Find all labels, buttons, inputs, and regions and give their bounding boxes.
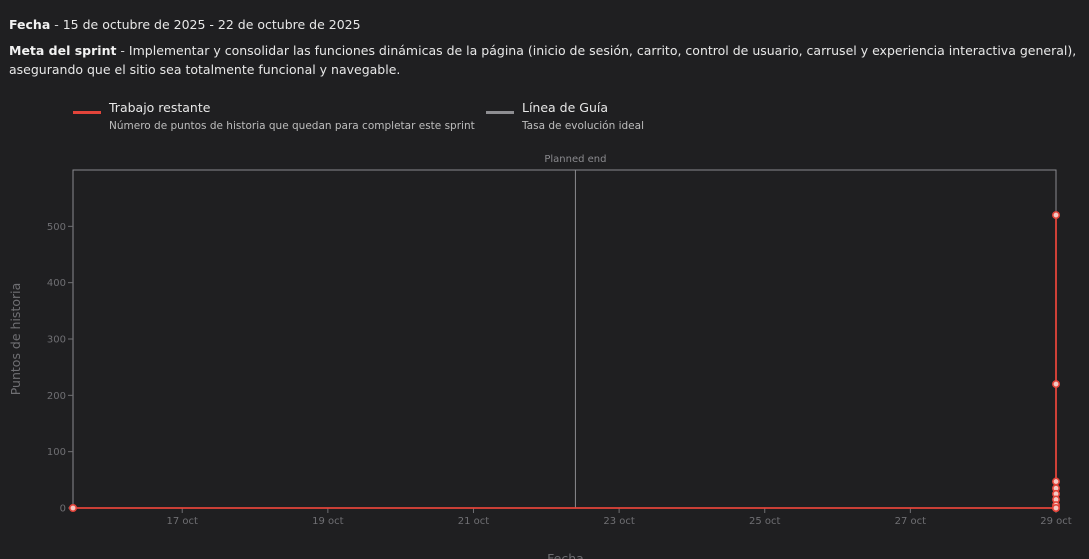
series-point-remaining-work (1052, 477, 1061, 486)
legend-title-guideline: Línea de Guía (522, 100, 609, 115)
x-tick-label: 29 oct (1040, 516, 1072, 527)
series-point-remaining-work (1052, 211, 1061, 220)
y-tick-label: 100 (47, 447, 66, 458)
y-tick-label: 200 (47, 391, 66, 402)
y-tick-label: 500 (47, 222, 66, 233)
x-tick-label: 25 oct (749, 516, 781, 527)
goal-value: Implementar y consolidar las funciones d… (9, 43, 1077, 77)
x-tick-label: 23 oct (603, 516, 635, 527)
x-axis-title: Fecha (547, 551, 584, 559)
series-point-remaining-work (69, 503, 78, 512)
plot-area-frame (72, 169, 1057, 509)
legend-title-remaining-work: Trabajo restante (109, 100, 211, 115)
x-tick-label: 19 oct (312, 516, 344, 527)
goal-separator: - (116, 43, 129, 58)
sprint-date-line: Fecha - 15 de octubre de 2025 - 22 de oc… (9, 15, 361, 34)
legend-swatch-guideline (486, 111, 514, 114)
series-point-remaining-work (1052, 503, 1061, 512)
date-label: Fecha (9, 17, 51, 32)
legend-description-remaining-work: Número de puntos de historia que quedan … (109, 120, 475, 132)
x-tick-label: 27 oct (895, 516, 927, 527)
legend-description-guideline: Tasa de evolución ideal (522, 120, 644, 132)
legend-swatch-remaining-work (73, 111, 101, 114)
planned-end-label: Planned end (544, 154, 606, 165)
series-line-remaining-work (73, 215, 1057, 509)
y-tick-label: 300 (47, 335, 66, 346)
y-tick-label: 400 (47, 278, 66, 289)
x-tick-label: 17 oct (166, 516, 198, 527)
y-tick-label: 0 (60, 504, 66, 515)
date-value: 15 de octubre de 2025 - 22 de octubre de… (62, 17, 361, 32)
y-axis-title: Puntos de historia (8, 283, 23, 396)
goal-label: Meta del sprint (9, 43, 117, 58)
series-point-remaining-work (1052, 380, 1061, 389)
x-tick-label: 21 oct (458, 516, 490, 527)
date-separator: - (50, 17, 63, 32)
sprint-goal-line: Meta del sprint - Implementar y consolid… (9, 41, 1079, 79)
